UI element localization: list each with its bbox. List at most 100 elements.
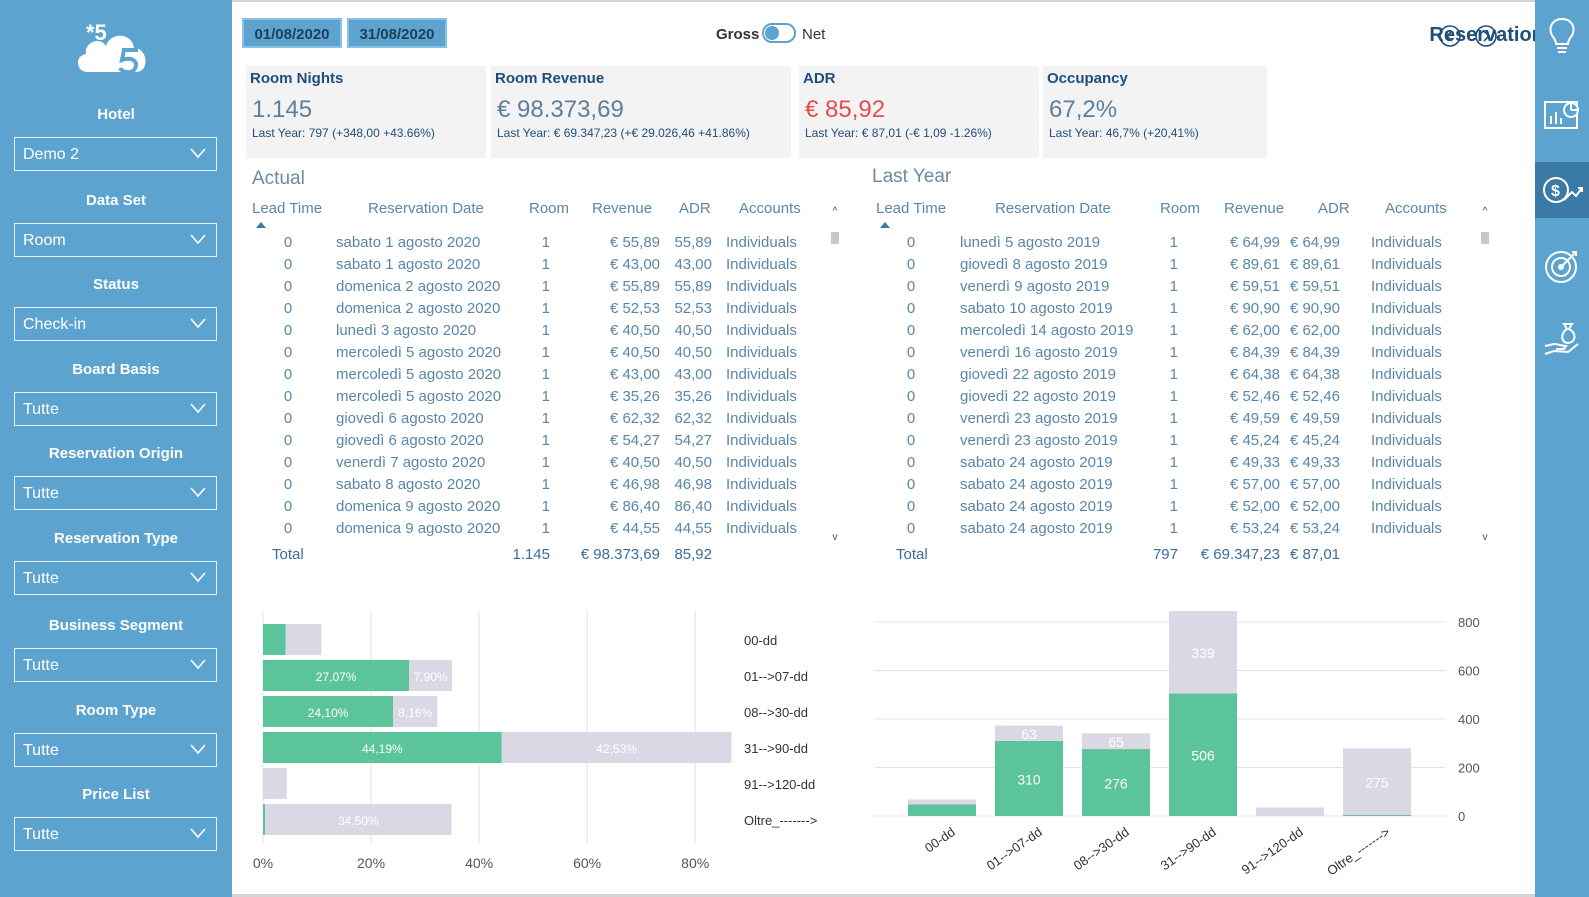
bar-last-year[interactable] <box>995 725 1063 741</box>
table-cell: € 52,46 <box>1289 388 1340 405</box>
table-cell: Individuals <box>1371 234 1442 251</box>
table-row[interactable]: 0 sabato 10 agosto 2019 1 € 90,90 € 90,90 Ind… <box>870 300 1480 322</box>
table-row[interactable]: 0 lunedì 3 agosto 2020 1 € 40,50 40,50 Indivi… <box>246 322 836 344</box>
nav-finance[interactable] <box>1535 310 1589 366</box>
business-segment-select[interactable]: Tutte <box>14 648 217 682</box>
column-header[interactable]: ADR <box>1318 200 1350 217</box>
total-label: Total <box>272 546 304 563</box>
nav-reports[interactable] <box>1535 86 1589 142</box>
page-title: Reservation Lead Time <box>1429 24 1589 46</box>
table-cell: € 53,24 <box>1229 520 1280 537</box>
column-header[interactable]: Reservation Date <box>995 200 1111 217</box>
bar-actual[interactable] <box>263 804 266 835</box>
column-header[interactable]: Accounts <box>1385 200 1447 217</box>
scroll-down-icon[interactable]: v <box>1482 532 1488 543</box>
table-row[interactable]: 0 giovedì 6 agosto 2020 1 € 62,32 62,32 Indiv… <box>246 410 836 432</box>
date-to-button[interactable]: 31/08/2020 <box>347 18 447 48</box>
bar-last-year[interactable] <box>409 660 452 691</box>
bar-actual[interactable] <box>1169 693 1237 816</box>
table-row[interactable]: 0 mercoledì 5 agosto 2020 1 € 35,26 35,26 Ind… <box>246 388 836 410</box>
bar-actual[interactable] <box>1343 815 1411 816</box>
column-header[interactable]: Room <box>1160 200 1201 217</box>
column-header[interactable]: ADR <box>679 200 711 217</box>
nav-insights[interactable] <box>1535 8 1589 64</box>
column-header[interactable]: Reservation Date <box>368 200 484 217</box>
price-list-select[interactable]: Tutte <box>14 817 217 851</box>
bar-last-year[interactable] <box>285 624 322 655</box>
next-page-button[interactable] <box>1474 24 1498 48</box>
column-header[interactable]: Lead Time <box>252 200 323 217</box>
bar-actual[interactable] <box>263 732 502 763</box>
last-year-table-scrollbar[interactable]: ^ v <box>1480 206 1490 546</box>
table-total-row: Total 797 € 69.347,23 € 87,01 <box>870 546 1480 570</box>
hotel-select[interactable]: Demo 2 <box>14 137 217 171</box>
table-row[interactable]: 0 sabato 24 agosto 2019 1 € 53,24 € 53,24 Ind… <box>870 520 1480 542</box>
status-select[interactable]: Check-in <box>14 307 217 341</box>
bar-actual[interactable] <box>995 740 1063 816</box>
bar-actual[interactable] <box>908 804 976 816</box>
room-type-select[interactable]: Tutte <box>14 733 217 767</box>
table-row[interactable]: 0 sabato 24 agosto 2019 1 € 57,00 € 57,00 Ind… <box>870 476 1480 498</box>
previous-page-button[interactable] <box>1438 24 1462 48</box>
bar-actual[interactable] <box>1082 749 1150 816</box>
column-header[interactable]: Accounts <box>739 200 801 217</box>
table-row[interactable]: 0 mercoledì 14 agosto 2019 1 € 62,00 € 62,00… <box>870 322 1480 344</box>
scroll-thumb[interactable] <box>1481 232 1489 244</box>
hotel-label: Hotel <box>97 106 135 123</box>
scroll-down-icon[interactable]: v <box>832 532 838 543</box>
column-header[interactable]: Revenue <box>1224 200 1285 217</box>
reservation-origin-select[interactable]: Tutte <box>14 476 217 510</box>
bar-last-year[interactable] <box>1256 807 1324 816</box>
bar-last-year[interactable] <box>501 732 732 763</box>
bar-last-year[interactable] <box>393 696 438 727</box>
table-row[interactable]: 0 sabato 8 agosto 2020 1 € 46,98 46,98 Indivi… <box>246 476 836 498</box>
table-row[interactable]: 0 mercoledì 5 agosto 2020 1 € 43,00 43,00 Ind… <box>246 366 836 388</box>
scroll-up-icon[interactable]: ^ <box>832 206 838 217</box>
table-row[interactable]: 0 giovedì 8 agosto 2019 1 € 89,61 € 89,61 Ind… <box>870 256 1480 278</box>
table-row[interactable]: 0 venerdì 23 agosto 2019 1 € 49,59 € 49,59 In… <box>870 410 1480 432</box>
table-row[interactable]: 0 giovedì 22 agosto 2019 1 € 64,38 € 64,38 In… <box>870 366 1480 388</box>
table-row[interactable]: 0 giovedì 22 agosto 2019 1 € 52,46 € 52,46 In… <box>870 388 1480 410</box>
data-label: 8,16% <box>398 706 432 720</box>
bar-last-year[interactable] <box>1169 611 1237 694</box>
column-header[interactable]: Room <box>529 200 570 217</box>
gross-net-toggle[interactable] <box>762 23 796 43</box>
table-row[interactable]: 0 domenica 2 agosto 2020 1 € 55,89 55,89 Indi… <box>246 278 836 300</box>
date-from-button[interactable]: 01/08/2020 <box>242 18 342 48</box>
column-header[interactable]: Revenue <box>592 200 653 217</box>
actual-table-scrollbar[interactable]: ^ v <box>830 206 840 546</box>
table-row[interactable]: 0 venerdì 9 agosto 2019 1 € 59,51 € 59,51 Ind… <box>870 278 1480 300</box>
bar-last-year[interactable] <box>263 768 287 799</box>
table-cell: 1 <box>1169 410 1178 427</box>
bar-last-year[interactable] <box>265 804 452 835</box>
bar-actual[interactable] <box>263 660 410 691</box>
table-row[interactable]: 0 sabato 24 agosto 2019 1 € 49,33 € 49,33 Ind… <box>870 454 1480 476</box>
scroll-thumb[interactable] <box>831 232 839 244</box>
bar-actual[interactable] <box>263 624 286 655</box>
table-row[interactable]: 0 sabato 1 agosto 2020 1 € 43,00 43,00 Indivi… <box>246 256 836 278</box>
table-row[interactable]: 0 giovedì 6 agosto 2020 1 € 54,27 54,27 Indiv… <box>246 432 836 454</box>
table-row[interactable]: 0 venerdì 7 agosto 2020 1 € 40,50 40,50 Indiv… <box>246 454 836 476</box>
table-row[interactable]: 0 venerdì 23 agosto 2019 1 € 45,24 € 45,24 In… <box>870 432 1480 454</box>
y-category-label: 31-->90-dd <box>744 741 808 756</box>
bar-last-year[interactable] <box>1343 748 1411 816</box>
table-row[interactable]: 0 domenica 2 agosto 2020 1 € 52,53 52,53 Indi… <box>246 300 836 322</box>
bar-last-year[interactable] <box>908 799 976 805</box>
table-row[interactable]: 0 domenica 9 agosto 2020 1 € 86,40 86,40 Indi… <box>246 498 836 520</box>
table-row[interactable]: 0 mercoledì 5 agosto 2020 1 € 40,50 40,50 Ind… <box>246 344 836 366</box>
scroll-up-icon[interactable]: ^ <box>1482 206 1488 217</box>
board-basis-select[interactable]: Tutte <box>14 392 217 426</box>
nav-targets[interactable] <box>1535 238 1589 294</box>
table-row[interactable]: 0 venerdì 16 agosto 2019 1 € 84,39 € 84,39 In… <box>870 344 1480 366</box>
table-row[interactable]: 0 sabato 1 agosto 2020 1 € 55,89 55,89 Indivi… <box>246 234 836 256</box>
nav-revenue[interactable]: $ <box>1535 162 1589 218</box>
y-category-label: 01-->07-dd <box>744 669 808 684</box>
column-header[interactable]: Lead Time <box>876 200 947 217</box>
data-set-select[interactable]: Room <box>14 223 217 257</box>
bar-actual[interactable] <box>263 696 394 727</box>
bar-last-year[interactable] <box>1082 733 1150 750</box>
reservation-type-select[interactable]: Tutte <box>14 561 217 595</box>
table-row[interactable]: 0 lunedì 5 agosto 2019 1 € 64,99 € 64,99 Indi… <box>870 234 1480 256</box>
table-row[interactable]: 0 sabato 24 agosto 2019 1 € 52,00 € 52,00 Ind… <box>870 498 1480 520</box>
table-row[interactable]: 0 domenica 9 agosto 2020 1 € 44,55 44,55 Indi… <box>246 520 836 542</box>
